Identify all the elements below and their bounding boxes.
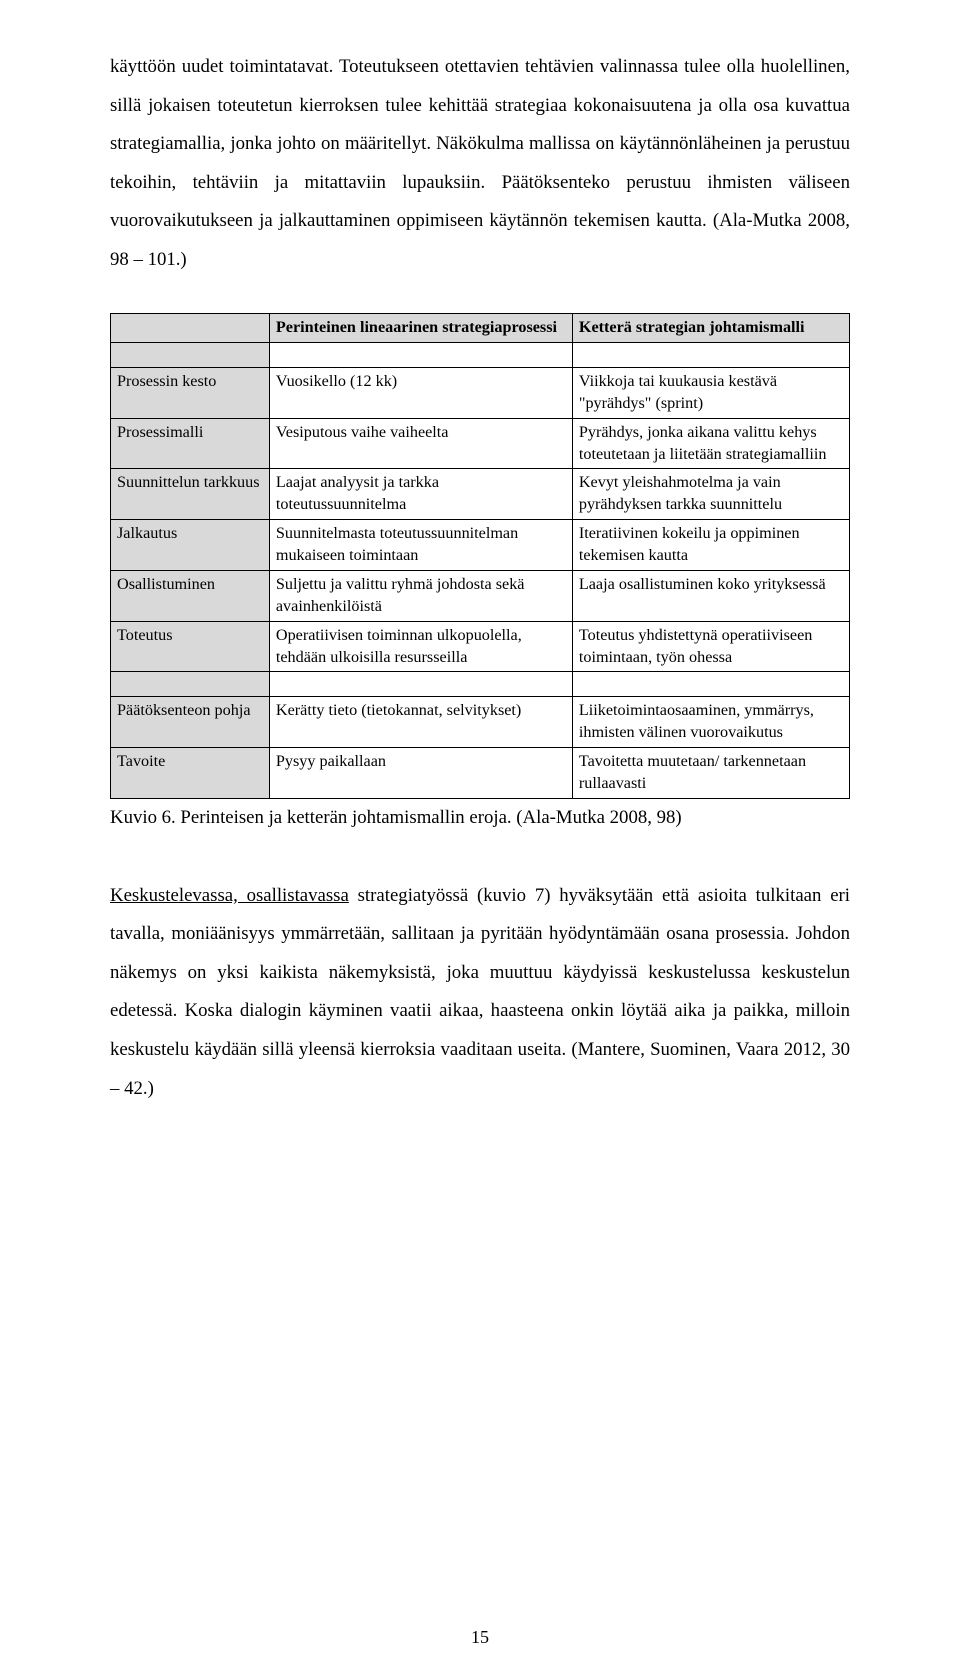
cell: Pyrähdys, jonka aikana valittu kehys tot… bbox=[572, 418, 849, 469]
row-label: Jalkautus bbox=[111, 520, 270, 571]
cell: Pysyy paikallaan bbox=[269, 748, 572, 799]
row-label: Prosessimalli bbox=[111, 418, 270, 469]
table-caption: Kuvio 6. Perinteisen ja ketterän johtami… bbox=[110, 803, 850, 833]
table-row: Jalkautus Suunnitelmasta toteutussuunnit… bbox=[111, 520, 850, 571]
cell: Liiketoimintaosaaminen, ymmärrys, ihmist… bbox=[572, 697, 849, 748]
table-row: Prosessin kesto Vuosikello (12 kk) Viikk… bbox=[111, 368, 850, 419]
header-traditional: Perinteinen lineaarinen strategiaprosess… bbox=[269, 314, 572, 343]
row-label: Prosessin kesto bbox=[111, 368, 270, 419]
table-row: Osallistuminen Suljettu ja valittu ryhmä… bbox=[111, 570, 850, 621]
row-label: Tavoite bbox=[111, 748, 270, 799]
table-row: Päätöksenteon pohja Kerätty tieto (tieto… bbox=[111, 697, 850, 748]
para2-underlined-lead: Keskustelevassa, osallistavassa bbox=[110, 885, 349, 906]
cell: Operatiivisen toiminnan ulkopuolella, te… bbox=[269, 621, 572, 672]
header-agile: Ketterä strategian johtamismalli bbox=[572, 314, 849, 343]
table-row: Suunnittelun tarkkuus Laajat analyysit j… bbox=[111, 469, 850, 520]
table-spacer bbox=[111, 343, 850, 368]
paragraph-1: käyttöön uudet toimintatavat. Toteutukse… bbox=[110, 48, 850, 279]
cell: Toteutus yhdistettynä operatiiviseen toi… bbox=[572, 621, 849, 672]
comparison-table: Perinteinen lineaarinen strategiaprosess… bbox=[110, 313, 850, 799]
header-empty bbox=[111, 314, 270, 343]
cell: Suljettu ja valittu ryhmä johdosta sekä … bbox=[269, 570, 572, 621]
cell: Kerätty tieto (tietokannat, selvitykset) bbox=[269, 697, 572, 748]
row-label: Toteutus bbox=[111, 621, 270, 672]
row-label: Osallistuminen bbox=[111, 570, 270, 621]
table-row: Tavoite Pysyy paikallaan Tavoitetta muut… bbox=[111, 748, 850, 799]
cell: Iteratiivinen kokeilu ja oppiminen tekem… bbox=[572, 520, 849, 571]
cell: Kevyt yleishahmotelma ja vain pyrähdykse… bbox=[572, 469, 849, 520]
cell: Viikkoja tai kuukausia kestävä "pyrähdys… bbox=[572, 368, 849, 419]
page-number: 15 bbox=[0, 1627, 960, 1648]
cell: Vesiputous vaihe vaiheelta bbox=[269, 418, 572, 469]
table-row: Prosessimalli Vesiputous vaihe vaiheelta… bbox=[111, 418, 850, 469]
table-spacer bbox=[111, 672, 850, 697]
cell: Laaja osallistuminen koko yrityksessä bbox=[572, 570, 849, 621]
table-header-row: Perinteinen lineaarinen strategiaprosess… bbox=[111, 314, 850, 343]
table-row: Toteutus Operatiivisen toiminnan ulkopuo… bbox=[111, 621, 850, 672]
para2-rest: strategiatyössä (kuvio 7) hyväksytään et… bbox=[110, 885, 850, 1099]
row-label: Suunnittelun tarkkuus bbox=[111, 469, 270, 520]
cell: Laajat analyysit ja tarkka toteutussuunn… bbox=[269, 469, 572, 520]
row-label: Päätöksenteon pohja bbox=[111, 697, 270, 748]
paragraph-2: Keskustelevassa, osallistavassa strategi… bbox=[110, 877, 850, 1108]
cell: Tavoitetta muutetaan/ tarkennetaan rulla… bbox=[572, 748, 849, 799]
cell: Vuosikello (12 kk) bbox=[269, 368, 572, 419]
cell: Suunnitelmasta toteutussuunnitelman muka… bbox=[269, 520, 572, 571]
